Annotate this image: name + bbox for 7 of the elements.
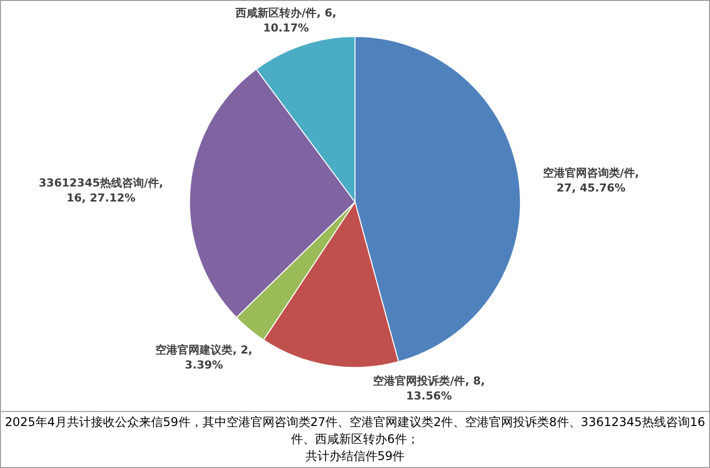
slice-label: 33612345热线咨询/件, 16, 27.12% [38,176,164,204]
slice-label: 空港官网投诉类/件, 8, 13.56% [373,374,485,402]
text: 共计办结信件59件 [304,448,406,465]
text: 2025年4月共计接收公众来信59件，其中空港官网咨询类27件、空港官网建议类2件、空港官网投诉类8件、33612345热线咨询16件、西咸新区转办6件； [4,414,706,448]
slice-label: 空港官网建议类, 2, 3.39% [156,343,252,372]
slice-label: 空港官网咨询类/件, 27, 45.76% [542,166,640,194]
slice-label: 西咸新区转办/件, 6, 10.17% [234,6,336,34]
